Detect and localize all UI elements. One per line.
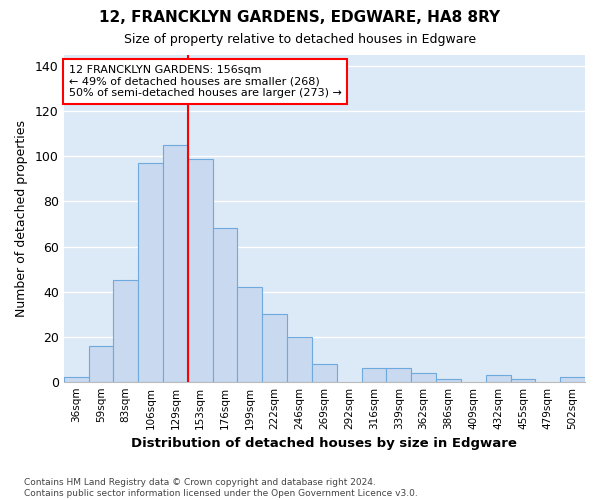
Text: Size of property relative to detached houses in Edgware: Size of property relative to detached ho… [124, 32, 476, 46]
Bar [362, 368, 386, 382]
Bar [436, 380, 461, 382]
Bar [560, 377, 585, 382]
X-axis label: Distribution of detached houses by size in Edgware: Distribution of detached houses by size … [131, 437, 517, 450]
Bar [287, 336, 312, 382]
Bar [89, 346, 113, 382]
Bar [386, 368, 411, 382]
Bar [188, 158, 212, 382]
Bar [262, 314, 287, 382]
Bar [138, 163, 163, 382]
Bar [238, 287, 262, 382]
Text: Contains HM Land Registry data © Crown copyright and database right 2024.
Contai: Contains HM Land Registry data © Crown c… [24, 478, 418, 498]
Bar [486, 375, 511, 382]
Bar [411, 372, 436, 382]
Bar [312, 364, 337, 382]
Text: 12 FRANCKLYN GARDENS: 156sqm
← 49% of detached houses are smaller (268)
50% of s: 12 FRANCKLYN GARDENS: 156sqm ← 49% of de… [69, 65, 342, 98]
Text: 12, FRANCKLYN GARDENS, EDGWARE, HA8 8RY: 12, FRANCKLYN GARDENS, EDGWARE, HA8 8RY [100, 10, 500, 25]
Bar [113, 280, 138, 382]
Bar [212, 228, 238, 382]
Bar [64, 377, 89, 382]
Bar [511, 380, 535, 382]
Y-axis label: Number of detached properties: Number of detached properties [15, 120, 28, 317]
Bar [163, 145, 188, 382]
